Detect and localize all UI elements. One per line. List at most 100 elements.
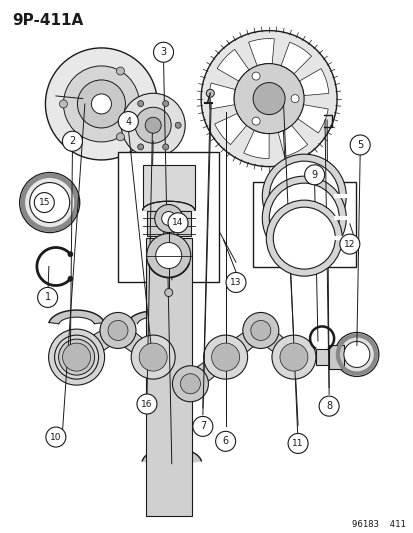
Text: 3: 3 bbox=[160, 47, 166, 57]
Text: 8: 8 bbox=[325, 401, 331, 411]
Polygon shape bbox=[225, 320, 260, 369]
Wedge shape bbox=[280, 42, 311, 74]
Circle shape bbox=[154, 205, 182, 232]
Text: 7: 7 bbox=[199, 422, 206, 431]
Wedge shape bbox=[248, 38, 274, 66]
Text: 14: 14 bbox=[172, 219, 183, 227]
Circle shape bbox=[161, 212, 175, 225]
Polygon shape bbox=[153, 345, 190, 394]
Circle shape bbox=[268, 161, 339, 231]
Bar bbox=[252, 182, 355, 266]
Circle shape bbox=[55, 335, 98, 379]
Circle shape bbox=[206, 89, 214, 98]
Text: 2: 2 bbox=[69, 136, 76, 146]
Circle shape bbox=[63, 66, 139, 142]
Circle shape bbox=[343, 342, 369, 367]
Text: 5: 5 bbox=[356, 140, 363, 150]
Circle shape bbox=[38, 287, 57, 308]
Circle shape bbox=[125, 122, 131, 128]
Circle shape bbox=[334, 333, 378, 376]
Bar bbox=[315, 349, 339, 365]
Circle shape bbox=[46, 427, 66, 447]
Text: 9P-411A: 9P-411A bbox=[12, 13, 83, 28]
Circle shape bbox=[59, 100, 67, 108]
Circle shape bbox=[34, 192, 54, 213]
Circle shape bbox=[349, 135, 369, 155]
Bar bbox=[146, 211, 190, 236]
Circle shape bbox=[318, 396, 338, 416]
Polygon shape bbox=[142, 201, 194, 210]
Circle shape bbox=[250, 320, 270, 341]
Bar bbox=[142, 165, 194, 210]
Circle shape bbox=[77, 80, 125, 128]
Circle shape bbox=[225, 272, 245, 293]
Circle shape bbox=[180, 374, 200, 394]
Text: 10: 10 bbox=[50, 433, 62, 441]
Circle shape bbox=[201, 30, 336, 167]
Text: 9: 9 bbox=[311, 170, 317, 180]
Polygon shape bbox=[142, 448, 201, 462]
Circle shape bbox=[175, 122, 181, 128]
Circle shape bbox=[100, 312, 135, 349]
Circle shape bbox=[279, 343, 307, 371]
Circle shape bbox=[146, 233, 190, 278]
Circle shape bbox=[135, 107, 171, 143]
Circle shape bbox=[162, 101, 168, 107]
Polygon shape bbox=[190, 347, 225, 396]
Circle shape bbox=[164, 288, 172, 296]
Circle shape bbox=[45, 48, 157, 160]
Polygon shape bbox=[76, 320, 118, 369]
Circle shape bbox=[233, 63, 304, 134]
Wedge shape bbox=[214, 114, 246, 144]
Wedge shape bbox=[299, 69, 328, 95]
Polygon shape bbox=[118, 318, 153, 367]
Text: 11: 11 bbox=[292, 439, 303, 448]
Circle shape bbox=[162, 144, 168, 150]
Bar bbox=[328, 345, 343, 369]
Circle shape bbox=[59, 339, 94, 375]
Wedge shape bbox=[216, 50, 249, 81]
Text: 16: 16 bbox=[141, 400, 152, 408]
Polygon shape bbox=[127, 311, 178, 324]
Circle shape bbox=[131, 335, 175, 379]
Circle shape bbox=[262, 154, 345, 238]
Circle shape bbox=[252, 117, 259, 125]
Circle shape bbox=[68, 252, 73, 257]
Circle shape bbox=[91, 94, 111, 114]
Circle shape bbox=[121, 93, 185, 157]
Circle shape bbox=[192, 416, 212, 437]
Circle shape bbox=[153, 42, 173, 62]
Text: 13: 13 bbox=[230, 278, 241, 287]
Circle shape bbox=[145, 117, 161, 133]
Circle shape bbox=[116, 67, 124, 75]
Circle shape bbox=[268, 183, 339, 253]
Bar bbox=[118, 152, 219, 282]
Circle shape bbox=[138, 101, 143, 107]
Circle shape bbox=[262, 176, 345, 260]
Circle shape bbox=[242, 312, 278, 349]
Wedge shape bbox=[209, 83, 235, 109]
Wedge shape bbox=[278, 125, 307, 157]
Circle shape bbox=[304, 165, 324, 185]
Text: 4: 4 bbox=[125, 117, 131, 126]
Circle shape bbox=[62, 343, 90, 371]
Circle shape bbox=[203, 335, 247, 379]
Circle shape bbox=[172, 366, 208, 402]
Circle shape bbox=[287, 433, 307, 454]
Circle shape bbox=[20, 173, 79, 232]
Circle shape bbox=[215, 431, 235, 451]
Circle shape bbox=[266, 200, 342, 276]
Circle shape bbox=[48, 329, 104, 385]
Circle shape bbox=[118, 111, 138, 132]
Circle shape bbox=[138, 144, 143, 150]
Bar bbox=[145, 238, 191, 516]
Circle shape bbox=[290, 94, 298, 103]
Circle shape bbox=[116, 133, 124, 141]
Text: 12: 12 bbox=[343, 240, 355, 248]
Circle shape bbox=[252, 72, 259, 80]
Circle shape bbox=[211, 343, 239, 371]
Wedge shape bbox=[243, 131, 268, 159]
Circle shape bbox=[339, 234, 359, 254]
Text: 96183  411: 96183 411 bbox=[351, 520, 405, 529]
Circle shape bbox=[155, 243, 181, 269]
